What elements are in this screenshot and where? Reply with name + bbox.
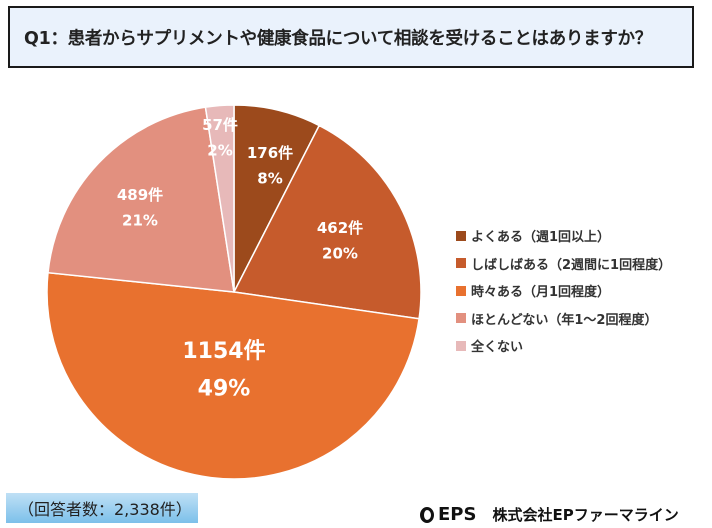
pie-percent-label: 20% — [322, 245, 358, 263]
legend-swatch — [456, 285, 466, 296]
question-title: Q1：患者からサプリメントや健康食品について相談を受けることはありますか？ — [8, 6, 694, 68]
pie-count-label: 1154件 — [182, 339, 265, 364]
legend-item: ほとんどない（年1～2回程度） — [456, 305, 671, 333]
company-name: 株式会社EPファーマライン — [492, 506, 679, 524]
legend-swatch — [456, 340, 466, 351]
pie-slice — [46, 271, 420, 480]
legend-item: しばしばある（2週間に1回程度） — [456, 250, 671, 278]
pie-count-label: 489件 — [117, 186, 163, 204]
pie-count-label: 57件 — [202, 116, 238, 134]
pie-percent-label: 8% — [257, 170, 282, 188]
pie-percent-label: 49% — [198, 376, 251, 401]
legend-label: 全くない — [471, 340, 524, 356]
pie-percent-label: 21% — [122, 212, 158, 230]
legend-label: 時々ある（月1回程度） — [471, 285, 611, 301]
pie-slice — [47, 106, 235, 293]
legend-item: 全くない — [456, 332, 671, 360]
pie-count-label: 176件 — [247, 144, 293, 162]
pie-percent-label: 2% — [207, 142, 232, 160]
pie-slice — [204, 104, 235, 293]
respondent-count: （回答者数：2,338件） — [6, 493, 198, 523]
legend: よくある（週1回以上） しばしばある（2週間に1回程度） 時々ある（月1回程度）… — [456, 222, 671, 360]
pie-count-label: 462件 — [317, 219, 363, 237]
eps-logo-icon — [420, 506, 434, 523]
legend-item: よくある（週1回以上） — [456, 222, 671, 250]
logo-mark-text: EPS — [438, 504, 477, 525]
legend-swatch — [456, 230, 466, 241]
legend-swatch — [456, 313, 466, 324]
legend-item: 時々ある（月1回程度） — [456, 277, 671, 305]
legend-swatch — [456, 258, 466, 269]
pie-slice — [232, 124, 422, 320]
company-logo: EPS 株式会社EPファーマライン — [420, 504, 679, 525]
legend-label: よくある（週1回以上） — [471, 230, 611, 246]
legend-label: ほとんどない（年1～2回程度） — [471, 312, 658, 328]
legend-label: しばしばある（2週間に1回程度） — [471, 257, 672, 273]
